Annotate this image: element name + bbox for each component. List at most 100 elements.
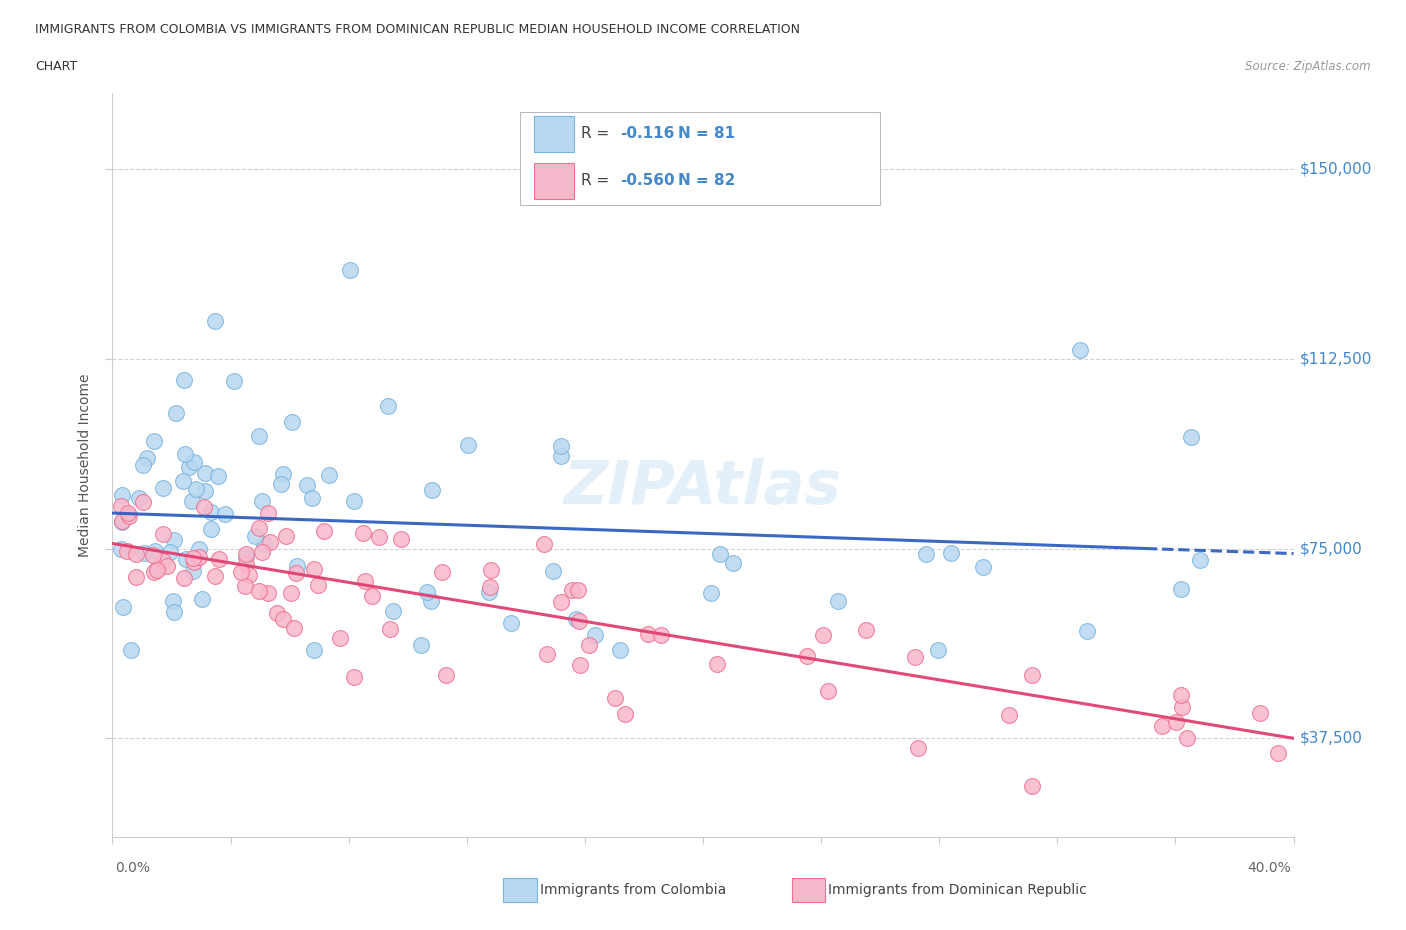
Point xyxy=(173,373,195,388)
Point xyxy=(533,537,555,551)
Text: $112,500: $112,500 xyxy=(1299,352,1372,366)
Point xyxy=(700,586,723,601)
Point xyxy=(181,494,204,509)
Text: 40.0%: 40.0% xyxy=(1247,861,1291,875)
Point xyxy=(110,498,132,513)
Point xyxy=(163,532,186,547)
FancyBboxPatch shape xyxy=(534,163,574,199)
Point xyxy=(224,374,246,389)
Point xyxy=(259,535,281,550)
Point xyxy=(179,460,201,475)
Point xyxy=(145,544,167,559)
Point xyxy=(247,584,270,599)
Point xyxy=(235,550,257,565)
Point xyxy=(914,547,936,562)
Point xyxy=(759,136,782,151)
Point xyxy=(117,506,139,521)
Point xyxy=(541,564,564,578)
Point xyxy=(191,591,214,606)
Point xyxy=(174,446,197,461)
Point xyxy=(536,646,558,661)
Point xyxy=(247,428,270,443)
Point xyxy=(637,627,659,642)
Point xyxy=(1175,730,1198,745)
Point xyxy=(280,586,302,601)
Point xyxy=(420,593,443,608)
Point xyxy=(143,565,166,579)
Point xyxy=(1152,718,1174,733)
Text: Immigrants from Dominican Republic: Immigrants from Dominican Republic xyxy=(828,883,1087,897)
Point xyxy=(613,707,636,722)
Point xyxy=(142,547,165,562)
Text: $150,000: $150,000 xyxy=(1299,162,1372,177)
Point xyxy=(132,495,155,510)
Point xyxy=(1171,700,1194,715)
Point xyxy=(353,574,375,589)
Point xyxy=(181,551,204,565)
Text: -0.560: -0.560 xyxy=(620,173,675,188)
Point xyxy=(1164,715,1187,730)
Point xyxy=(1267,746,1289,761)
Point xyxy=(193,465,215,480)
Point xyxy=(302,562,325,577)
Point xyxy=(855,622,877,637)
Point xyxy=(163,604,186,619)
Point xyxy=(266,605,288,620)
Point xyxy=(183,455,205,470)
Text: $37,500: $37,500 xyxy=(1299,731,1362,746)
Text: 0.0%: 0.0% xyxy=(115,861,150,875)
Point xyxy=(214,507,236,522)
Point xyxy=(193,499,215,514)
Point xyxy=(204,313,226,328)
Point xyxy=(152,480,174,495)
Point xyxy=(152,553,174,568)
Text: N = 82: N = 82 xyxy=(678,173,735,188)
Point xyxy=(416,585,439,600)
Text: R =: R = xyxy=(581,173,614,188)
Point xyxy=(285,559,308,574)
Point xyxy=(343,494,366,509)
Point xyxy=(173,571,195,586)
Point xyxy=(238,567,260,582)
Point xyxy=(723,555,745,570)
Point xyxy=(811,628,834,643)
Point xyxy=(200,504,222,519)
Point xyxy=(339,262,361,277)
Point xyxy=(342,669,364,684)
Text: N = 81: N = 81 xyxy=(678,126,735,141)
Point xyxy=(550,439,572,454)
Point xyxy=(111,488,134,503)
Point xyxy=(156,559,179,574)
Point xyxy=(181,564,204,578)
Point xyxy=(312,524,335,538)
Point xyxy=(420,483,443,498)
Point xyxy=(457,437,479,452)
Point xyxy=(146,559,169,574)
Point xyxy=(162,593,184,608)
Point xyxy=(207,469,229,484)
Point xyxy=(479,579,502,594)
Point xyxy=(389,532,412,547)
Point xyxy=(411,637,433,652)
Point xyxy=(110,514,132,529)
Point xyxy=(281,415,304,430)
Point xyxy=(609,643,631,658)
FancyBboxPatch shape xyxy=(520,112,880,205)
Point xyxy=(352,525,374,540)
Point xyxy=(360,588,382,603)
Point xyxy=(499,616,522,631)
Point xyxy=(1170,581,1192,596)
Point xyxy=(194,484,217,498)
Point xyxy=(567,582,589,597)
Text: $75,000: $75,000 xyxy=(1299,541,1362,556)
Point xyxy=(121,643,143,658)
Point xyxy=(907,740,929,755)
Point xyxy=(568,614,591,629)
Point xyxy=(285,565,308,580)
Point xyxy=(250,493,273,508)
Point xyxy=(378,622,401,637)
Point xyxy=(561,583,583,598)
Point xyxy=(817,684,839,698)
Point xyxy=(188,550,211,565)
Point xyxy=(283,620,305,635)
